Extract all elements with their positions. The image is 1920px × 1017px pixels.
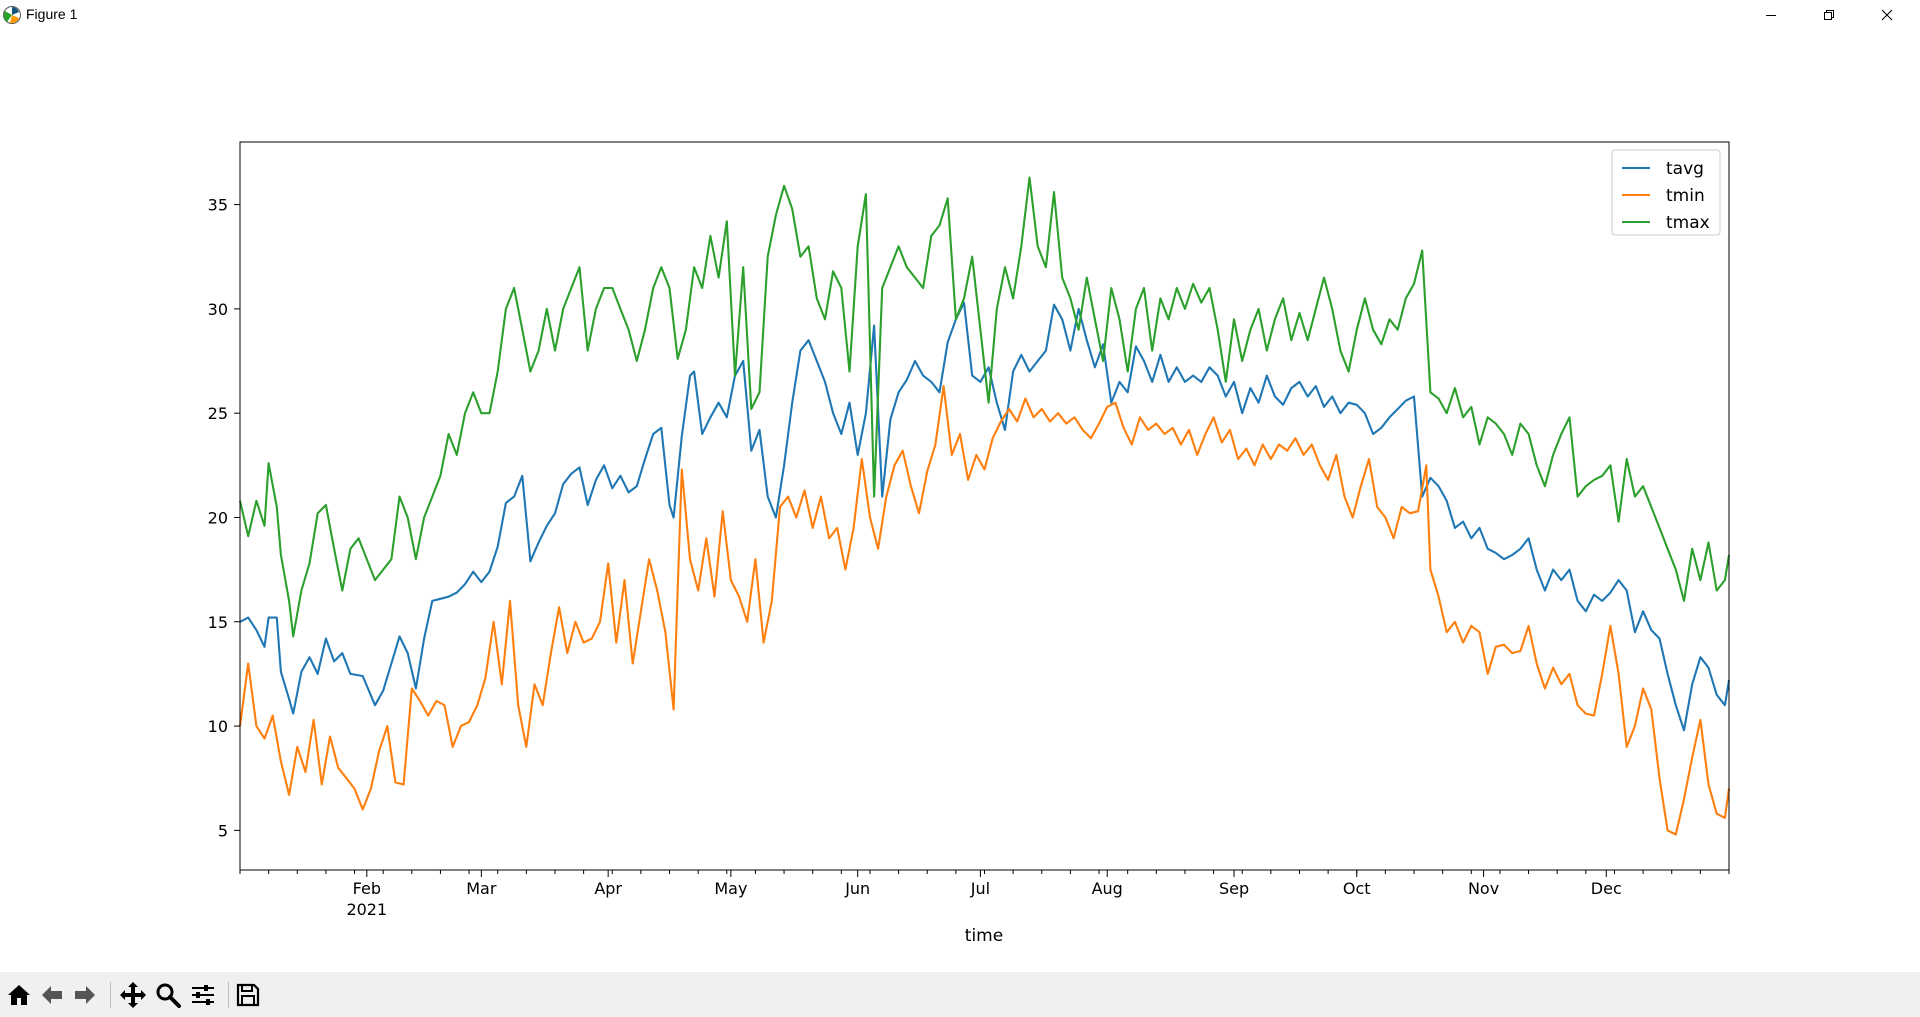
legend-label-tmax: tmax xyxy=(1666,213,1710,233)
line-chart: 5 10 15 20 25 30 35 Feb Mar Apr May Jun Jul Aug Sep Oc… xyxy=(208,141,1731,946)
legend-box xyxy=(1611,149,1721,236)
minimize-button[interactable] xyxy=(1742,0,1800,30)
back-button[interactable] xyxy=(36,979,68,1011)
series-line-tavg xyxy=(239,301,1731,732)
x-tick-label-Feb: Feb xyxy=(353,879,381,898)
pan-icon xyxy=(120,982,146,1008)
x-tick-label-Jul: Jul xyxy=(970,879,990,898)
restore-icon xyxy=(1824,10,1834,20)
x-axis: Feb Mar Apr May Jun Jul Aug Sep Oct Nov Dec 2021 xyxy=(239,870,1730,919)
configure-subplots-icon xyxy=(192,985,214,1005)
configure-subplots-button[interactable] xyxy=(187,979,219,1011)
close-icon xyxy=(1881,9,1893,21)
series-layer xyxy=(238,176,1731,836)
x-tick-label-Sep: Sep xyxy=(1219,879,1249,898)
x-tick-label-May: May xyxy=(714,879,747,898)
close-button[interactable] xyxy=(1858,0,1916,30)
matplotlib-logo-icon xyxy=(3,6,21,24)
y-tick-label-20: 20 xyxy=(208,508,228,527)
home-button[interactable] xyxy=(3,979,35,1011)
y-tick-label-35: 35 xyxy=(208,196,228,215)
pan-button[interactable] xyxy=(117,979,149,1011)
plot-frame xyxy=(239,141,1730,871)
x-tick-label-Oct: Oct xyxy=(1343,879,1371,898)
x-year-label: 2021 xyxy=(346,900,387,919)
navigation-toolbar xyxy=(0,972,1920,1017)
home-icon xyxy=(8,985,30,1005)
y-tick-label-15: 15 xyxy=(208,613,228,632)
y-tick-label-25: 25 xyxy=(208,404,228,423)
x-tick-label-Aug: Aug xyxy=(1092,879,1123,898)
forward-icon xyxy=(75,986,95,1004)
legend-label-tavg: tavg xyxy=(1666,159,1704,179)
legend-label-tmin: tmin xyxy=(1666,186,1705,206)
x-tick-label-Jun: Jun xyxy=(844,879,870,898)
series-line-tmin xyxy=(238,385,1731,836)
zoom-icon xyxy=(156,983,181,1008)
x-tick-label-Dec: Dec xyxy=(1591,879,1622,898)
y-tick-label-5: 5 xyxy=(218,821,228,840)
x-axis-label: time xyxy=(965,926,1003,946)
window-title: Figure 1 xyxy=(26,6,78,22)
save-button[interactable] xyxy=(232,979,264,1011)
minimize-icon xyxy=(1766,15,1776,16)
y-tick-label-30: 30 xyxy=(208,300,228,319)
y-tick-label-10: 10 xyxy=(208,717,228,736)
window-titlebar: Figure 1 xyxy=(0,0,1920,30)
figure-canvas[interactable]: 5 10 15 20 25 30 35 Feb Mar Apr May Jun Jul Aug Sep Oc… xyxy=(0,30,1920,972)
restore-button[interactable] xyxy=(1800,0,1858,30)
x-tick-label-Mar: Mar xyxy=(466,879,497,898)
back-icon xyxy=(42,986,62,1004)
legend: tavg tmin tmax xyxy=(1611,149,1721,236)
forward-button[interactable] xyxy=(69,979,101,1011)
save-icon xyxy=(236,983,260,1007)
toolbar-separator xyxy=(228,982,229,1008)
x-tick-label-Nov: Nov xyxy=(1468,879,1499,898)
zoom-button[interactable] xyxy=(152,979,184,1011)
x-tick-label-Apr: Apr xyxy=(594,879,622,898)
toolbar-separator xyxy=(110,982,111,1008)
y-axis: 5 10 15 20 25 30 35 xyxy=(208,196,240,840)
series-line-tmax xyxy=(238,176,1731,638)
